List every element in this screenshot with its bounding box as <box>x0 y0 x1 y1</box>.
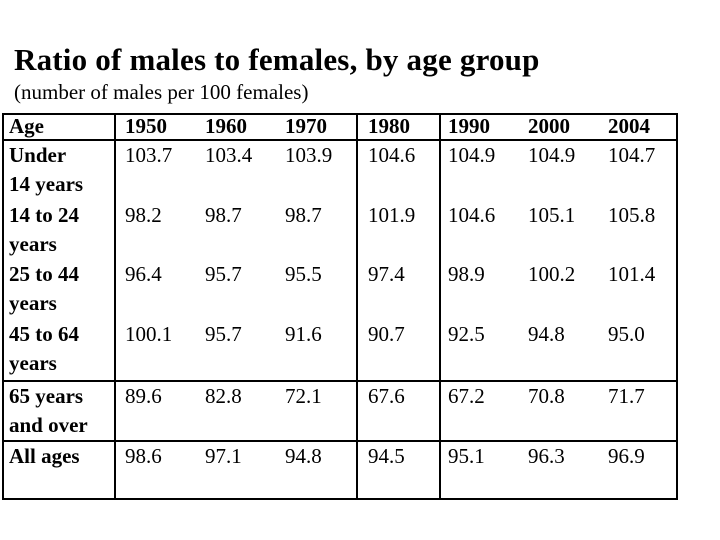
value-cell: 89.6 <box>125 384 162 408</box>
year-group-cell: 96.4 95.7 95.5 <box>116 260 356 320</box>
row-label-line: years <box>9 351 57 375</box>
value-cell: 101.9 <box>356 201 441 260</box>
value-cell: 98.6 <box>125 444 162 468</box>
value-cell: 94.5 <box>356 440 441 498</box>
page-subtitle: (number of males per 100 females) <box>14 80 309 104</box>
year-group-cell: 104.6 105.1 105.8 <box>441 201 676 260</box>
value-cell: 92.5 <box>448 322 485 346</box>
value-cell: 97.4 <box>356 260 441 320</box>
value-cell: 104.9 <box>528 143 576 167</box>
value-cell: 101.4 <box>608 262 656 286</box>
year-group-cell: 98.2 98.7 98.7 <box>116 201 356 260</box>
value-cell: 96.9 <box>608 444 645 468</box>
row-label-line: and over <box>9 413 88 437</box>
year-group-header-1950-1970: 1950 1960 1970 <box>116 115 356 141</box>
value-cell: 104.6 <box>448 203 496 227</box>
row-label-line: 25 to 44 <box>9 262 79 286</box>
year-group-cell: 100.1 95.7 91.6 <box>116 320 356 380</box>
row-label-14-24: 14 to 24 years <box>4 201 116 260</box>
row-label-line: 14 to 24 <box>9 203 79 227</box>
value-cell: 91.6 <box>285 322 322 346</box>
col-header-year: 1980 <box>356 115 441 141</box>
row-label-line: 45 to 64 <box>9 322 79 346</box>
col-header-year: 2000 <box>528 115 570 138</box>
value-cell: 103.9 <box>285 143 333 167</box>
value-cell: 103.4 <box>205 143 253 167</box>
year-group-cell: 95.1 96.3 96.9 <box>441 440 676 498</box>
value-cell: 95.1 <box>448 444 485 468</box>
value-cell: 95.7 <box>205 322 242 346</box>
value-cell: 95.5 <box>285 262 322 286</box>
year-group-cell: 92.5 94.8 95.0 <box>441 320 676 380</box>
value-cell: 98.9 <box>448 262 485 286</box>
row-label-25-44: 25 to 44 years <box>4 260 116 320</box>
value-cell: 100.1 <box>125 322 173 346</box>
col-header-year: 1970 <box>285 115 327 138</box>
col-header-year: 1960 <box>205 115 247 138</box>
value-cell: 96.3 <box>528 444 565 468</box>
value-cell: 104.9 <box>448 143 496 167</box>
value-cell: 98.2 <box>125 203 162 227</box>
value-cell: 96.4 <box>125 262 162 286</box>
row-label-line: 65 years <box>9 384 84 408</box>
year-group-header-1990-2004: 1990 2000 2004 <box>441 115 676 141</box>
col-header-year: 2004 <box>608 115 650 138</box>
row-label-line: years <box>9 291 57 315</box>
year-group-cell: 104.9 104.9 104.7 <box>441 141 676 201</box>
row-label-65-over: 65 years and over <box>4 380 116 440</box>
value-cell: 105.8 <box>608 203 656 227</box>
value-cell: 67.6 <box>356 380 441 440</box>
value-cell: 97.1 <box>205 444 242 468</box>
value-cell: 94.8 <box>285 444 322 468</box>
value-cell: 103.7 <box>125 143 173 167</box>
page-title: Ratio of males to females, by age group <box>14 42 540 77</box>
row-label-line: 14 years <box>9 172 84 196</box>
value-cell: 95.7 <box>205 262 242 286</box>
row-label-line: All ages <box>9 444 80 468</box>
year-group-cell: 89.6 82.8 72.1 <box>116 380 356 440</box>
col-header-age: Age <box>4 115 116 141</box>
value-cell: 72.1 <box>285 384 322 408</box>
year-group-cell: 67.2 70.8 71.7 <box>441 380 676 440</box>
value-cell: 90.7 <box>356 320 441 380</box>
row-label-all-ages: All ages <box>4 440 116 498</box>
year-group-cell: 98.6 97.1 94.8 <box>116 440 356 498</box>
row-label-45-64: 45 to 64 years <box>4 320 116 380</box>
value-cell: 98.7 <box>285 203 322 227</box>
year-group-cell: 103.7 103.4 103.9 <box>116 141 356 201</box>
ratio-table: Age 1950 1960 1970 1980 1990 2000 2004 U… <box>2 113 678 500</box>
value-cell: 104.6 <box>356 141 441 201</box>
row-label-line: Under <box>9 143 67 167</box>
value-cell: 100.2 <box>528 262 576 286</box>
value-cell: 98.7 <box>205 203 242 227</box>
value-cell: 82.8 <box>205 384 242 408</box>
value-cell: 95.0 <box>608 322 645 346</box>
row-label-line: years <box>9 232 57 256</box>
value-cell: 70.8 <box>528 384 565 408</box>
row-label-under-14: Under 14 years <box>4 141 116 201</box>
value-cell: 94.8 <box>528 322 565 346</box>
col-header-year: 1950 <box>125 115 167 138</box>
value-cell: 104.7 <box>608 143 656 167</box>
col-header-year: 1990 <box>448 115 490 138</box>
value-cell: 67.2 <box>448 384 485 408</box>
value-cell: 71.7 <box>608 384 645 408</box>
year-group-cell: 98.9 100.2 101.4 <box>441 260 676 320</box>
value-cell: 105.1 <box>528 203 576 227</box>
